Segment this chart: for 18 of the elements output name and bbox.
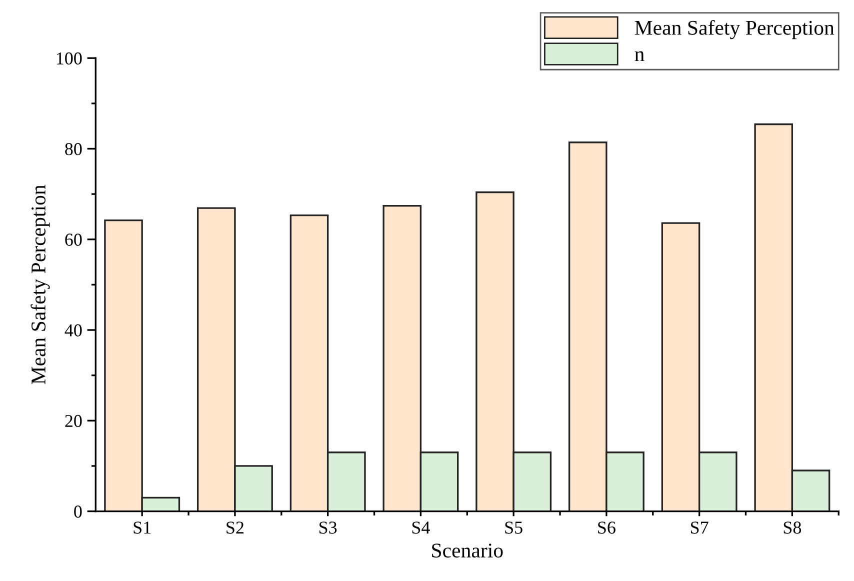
y-tick-label: 100 [56, 52, 82, 65]
x-tick-label: S4 [412, 522, 430, 534]
x-tick-label: S6 [598, 522, 616, 534]
y-tick-label: 20 [65, 414, 82, 428]
y-tick-label: 0 [74, 506, 82, 518]
x-tick-label: S7 [690, 522, 708, 534]
x-tick-label: S5 [505, 522, 522, 534]
legend-label: n [634, 51, 644, 62]
y-tick-label: 80 [65, 142, 82, 156]
x-tick-label: S8 [784, 522, 802, 534]
y-tick-label: 40 [64, 324, 82, 336]
y-tick-label: 60 [65, 234, 82, 246]
x-tick-label: S1 [134, 522, 151, 534]
x-tick-label: S2 [226, 522, 244, 534]
x-axis-title: Scenario [432, 544, 503, 558]
x-tick-label: S3 [320, 522, 337, 534]
legend-label: Mean Safety Perception [634, 20, 834, 40]
y-axis-title: Mean Safety Perception [30, 184, 50, 384]
